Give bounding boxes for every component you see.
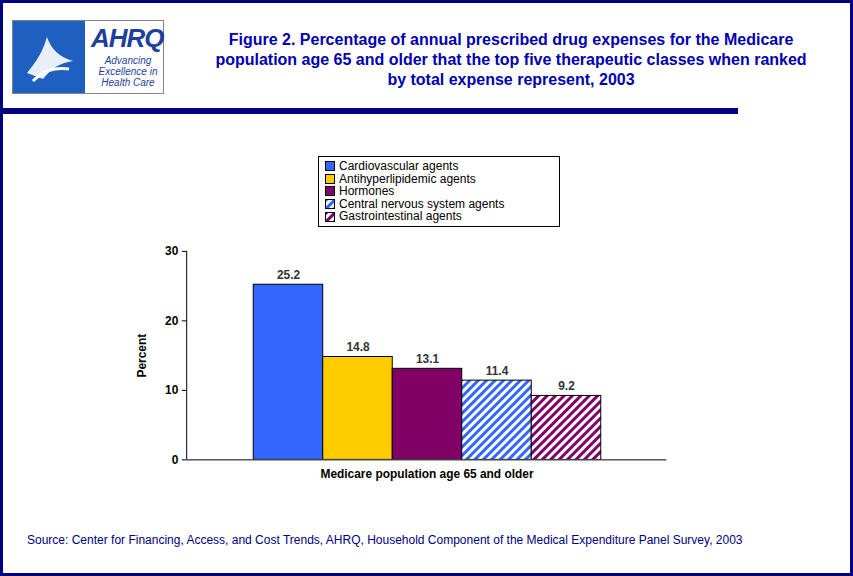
html-text:Advancing Excellence in Health: Advancing Excellence in Health Care — [98, 55, 158, 88]
html-text:Hormones: Hormones — [339, 184, 395, 199]
svg-text:0: 0 — [172, 453, 179, 467]
svg-text:20: 20 — [165, 314, 179, 328]
svg-text:30: 30 — [165, 244, 179, 258]
html-text:Central nervous system agents: Central nervous system agents — [339, 196, 505, 211]
html-text:Antihyperlipidemic agents: Antihyperlipidemic agents — [339, 171, 476, 186]
html-text:Figure 2. Percentage of annual: Figure 2. Percentage of annual prescribe… — [215, 31, 807, 88]
html-text:Cardiovascular agents: Cardiovascular agents — [339, 159, 459, 173]
svg-text:10: 10 — [165, 383, 179, 397]
svg-text:Percent: Percent — [135, 334, 149, 378]
svg-text:Medicare population age 65 and: Medicare population age 65 and older — [320, 467, 533, 481]
html-text:AHRQ: AHRQ — [91, 23, 164, 53]
svg-text:9.2: 9.2 — [558, 379, 575, 393]
svg-text:14.8: 14.8 — [346, 340, 370, 354]
html-text:Gastrointestinal agents: Gastrointestinal agents — [339, 209, 462, 224]
svg-text:13.1: 13.1 — [416, 352, 440, 366]
html-text:Source: Center for Financing,: Source: Center for Financing, Access, an… — [27, 533, 743, 547]
svg-text:25.2: 25.2 — [277, 268, 301, 282]
svg-text:11.4: 11.4 — [486, 364, 509, 378]
